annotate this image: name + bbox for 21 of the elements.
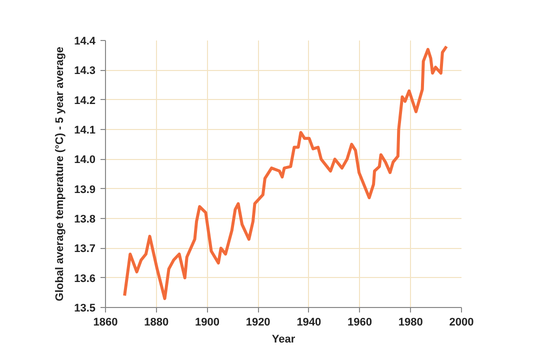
y-tick-label: 14.2	[74, 94, 96, 107]
y-tick-label: 13.8	[74, 214, 96, 226]
y-axis-title: Global average temperature (°C) - 5 year average	[54, 46, 66, 302]
y-tick-label: 13.7	[74, 243, 96, 256]
y-tick-label: 14.1	[74, 124, 96, 136]
y-tick-label: 14.0	[74, 154, 96, 166]
x-tick-label: 1920	[246, 316, 270, 328]
x-axis-title: Year	[272, 334, 296, 346]
y-tick-label: 13.9	[74, 184, 96, 196]
line-series	[123, 44, 448, 300]
x-tick-label: 1960	[348, 316, 372, 328]
x-tick-label: 1900	[194, 316, 220, 328]
y-tick-label: 14.3	[74, 65, 96, 78]
y-tick-label: 13.6	[74, 272, 96, 285]
x-tick-label: 2000	[449, 316, 474, 328]
x-tick-label: 1880	[144, 316, 169, 328]
x-tick-label: 1980	[398, 316, 423, 328]
x-tick-label: 1860	[93, 316, 118, 328]
y-tick-label: 14.4	[74, 36, 96, 48]
y-tick-label: 13.5	[74, 302, 96, 314]
x-tick-label: 1940	[296, 316, 322, 328]
